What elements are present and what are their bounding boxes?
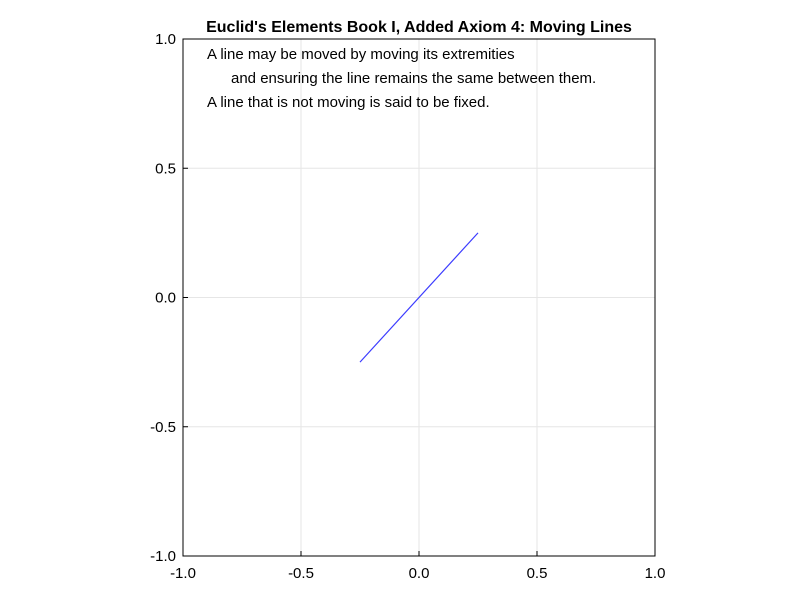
y-tick-label: 0.0 — [155, 290, 176, 307]
y-tick-label: 1.0 — [155, 31, 176, 48]
y-tick-label: -1.0 — [150, 548, 176, 565]
series-layer — [359, 232, 479, 363]
x-tick-label: 0.5 — [527, 565, 548, 582]
x-tick-label: -0.5 — [288, 565, 314, 582]
line-segment — [359, 232, 479, 363]
y-tick-label: 0.5 — [155, 160, 176, 177]
x-tick-label: 1.0 — [645, 565, 666, 582]
y-tick-label: -0.5 — [150, 419, 176, 436]
annotation-line-2: and ensuring the line remains the same b… — [231, 70, 596, 87]
x-tick-label: 0.0 — [409, 565, 430, 582]
annotation-line-3: A line that is not moving is said to be … — [207, 94, 490, 111]
annotation-line-1: A line may be moved by moving its extrem… — [207, 46, 515, 63]
x-tick-label: -1.0 — [170, 565, 196, 582]
chart-title: Euclid's Elements Book I, Added Axiom 4:… — [206, 19, 632, 36]
axis-ticks: -1.0 -0.5 0.0 0.5 1.0 -1.0 -0.5 0.0 0.5 1.0 — [150, 31, 665, 582]
